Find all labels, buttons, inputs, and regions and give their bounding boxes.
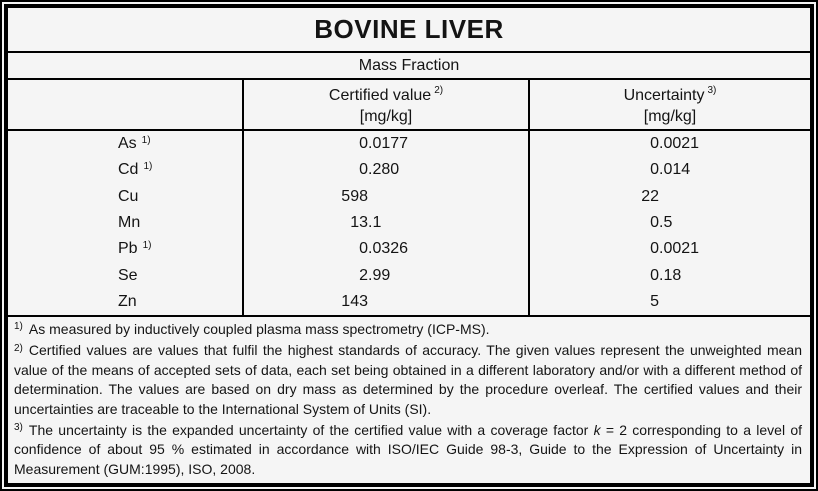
value-integer-part: 0 xyxy=(650,240,659,258)
footnotes: 1) As measured by inductively coupled pla… xyxy=(8,317,810,483)
value-integer-part: 5 xyxy=(650,292,659,310)
value-fraction-part: .99 xyxy=(368,266,391,284)
header-uncertainty-unit: [mg/kg] xyxy=(643,107,697,125)
footnote-marker: 1) xyxy=(14,321,23,333)
element-symbol: Cu xyxy=(118,187,139,205)
value-fraction-part: .0021 xyxy=(659,135,700,153)
header-uncertainty: Uncertainty 3) [mg/kg] xyxy=(528,80,810,129)
certified-value-cell: 0.280 xyxy=(242,157,528,184)
header-certified-value: Certified value 2) [mg/kg] xyxy=(242,80,528,129)
header-certified-unit: [mg/kg] xyxy=(359,107,413,125)
value-fraction-part: .0177 xyxy=(368,135,409,153)
value-fraction-part: .280 xyxy=(368,161,400,179)
uncertainty-cell: 0.0021 xyxy=(528,131,810,158)
value-integer-part: 143 xyxy=(341,292,368,310)
footnote: 2) Certified values are values that fulfi… xyxy=(14,341,802,419)
element-cell: Pb 1) xyxy=(118,240,152,258)
element-cell: Zn xyxy=(8,289,242,315)
certified-value-cell: 13.1 xyxy=(242,209,528,237)
element-symbol: Cd xyxy=(118,161,139,179)
element-cell: Cu xyxy=(8,184,242,210)
footnote-italic-text: k xyxy=(593,422,601,438)
value-integer-part: 22 xyxy=(641,187,659,205)
table-header: Certified value 2) [mg/kg] Uncertainty 3) … xyxy=(8,80,810,131)
element-cell: Cd 1) xyxy=(118,161,153,179)
uncertainty-cell: 0.0021 xyxy=(528,236,810,263)
footnote: 3) The uncertainty is the expanded uncert… xyxy=(14,421,802,479)
table-body: As 1) 0.0177 0.0021 Cd 1) 0.280 0.014 Cu 598 22 Mn 1… xyxy=(8,131,810,317)
value-fraction-part: .18 xyxy=(659,266,682,284)
uncertainty-cell: 0.18 xyxy=(528,262,810,289)
header-uncertainty-label-line: Uncertainty 3) xyxy=(624,85,717,106)
value-integer-part: 0 xyxy=(359,135,368,153)
element-symbol: Mn xyxy=(118,213,141,231)
certified-value-cell: 0.0326 xyxy=(242,236,528,263)
value-integer-part: 0 xyxy=(650,213,659,231)
value-fraction-part: .014 xyxy=(659,161,691,179)
value-integer-part: 0 xyxy=(650,135,659,153)
element-symbol: Pb xyxy=(118,240,138,258)
subtitle: Mass Fraction xyxy=(358,56,460,74)
uncertainty-cell: 22 xyxy=(528,183,810,210)
header-certified-label-line: Certified value 2) xyxy=(329,85,443,106)
value-integer-part: 0 xyxy=(650,266,659,284)
certified-value-cell: 0.0177 xyxy=(242,131,528,158)
value-integer-part: 0 xyxy=(359,161,368,179)
footnote-text: Certified values are values that fulfil … xyxy=(14,342,802,417)
element-cell: As 1) xyxy=(118,135,151,153)
element-cell: Mn xyxy=(8,210,242,236)
element-symbol: As xyxy=(118,135,137,153)
value-fraction-part: .5 xyxy=(659,213,673,231)
element-symbol: Se xyxy=(118,266,138,284)
value-integer-part: 598 xyxy=(341,187,368,205)
value-fraction-part: .0326 xyxy=(368,240,409,258)
value-integer-part: 13 xyxy=(350,213,368,231)
certified-value-cell: 143 xyxy=(242,288,528,315)
certificate-table-frame: BOVINE LIVER Mass Fraction Certified val… xyxy=(4,4,814,487)
header-uncertainty-note: 3) xyxy=(707,85,717,97)
value-fraction-part: .0021 xyxy=(659,240,700,258)
footnote-text: The uncertainty is the expanded uncertai… xyxy=(28,422,594,438)
footnote-marker: 2) xyxy=(14,342,23,354)
header-uncertainty-label: Uncertainty xyxy=(623,86,705,104)
uncertainty-cell: 5 xyxy=(528,288,810,315)
element-symbol: Zn xyxy=(118,292,137,310)
footnote-text: = 2 corresponding to a level of confiden… xyxy=(14,422,802,477)
page-title: BOVINE LIVER xyxy=(314,14,504,44)
uncertainty-cell: 0.5 xyxy=(528,209,810,237)
certified-value-cell: 2.99 xyxy=(242,262,528,289)
title-row: BOVINE LIVER xyxy=(8,8,810,53)
value-integer-part: 2 xyxy=(359,266,368,284)
header-element-column xyxy=(8,80,242,129)
footnote: 1) As measured by inductively coupled pla… xyxy=(14,320,802,339)
value-integer-part: 0 xyxy=(359,240,368,258)
value-fraction-part: .1 xyxy=(368,213,382,231)
certified-value-cell: 598 xyxy=(242,183,528,210)
element-cell: Se xyxy=(8,262,242,288)
footnote-marker: 3) xyxy=(14,422,23,434)
header-certified-label: Certified value xyxy=(328,86,432,104)
subtitle-row: Mass Fraction xyxy=(8,53,810,80)
value-integer-part: 0 xyxy=(650,161,659,179)
footnote-text: As measured by inductively coupled plasm… xyxy=(28,320,490,337)
header-certified-note: 2) xyxy=(434,85,444,97)
uncertainty-cell: 0.014 xyxy=(528,157,810,184)
